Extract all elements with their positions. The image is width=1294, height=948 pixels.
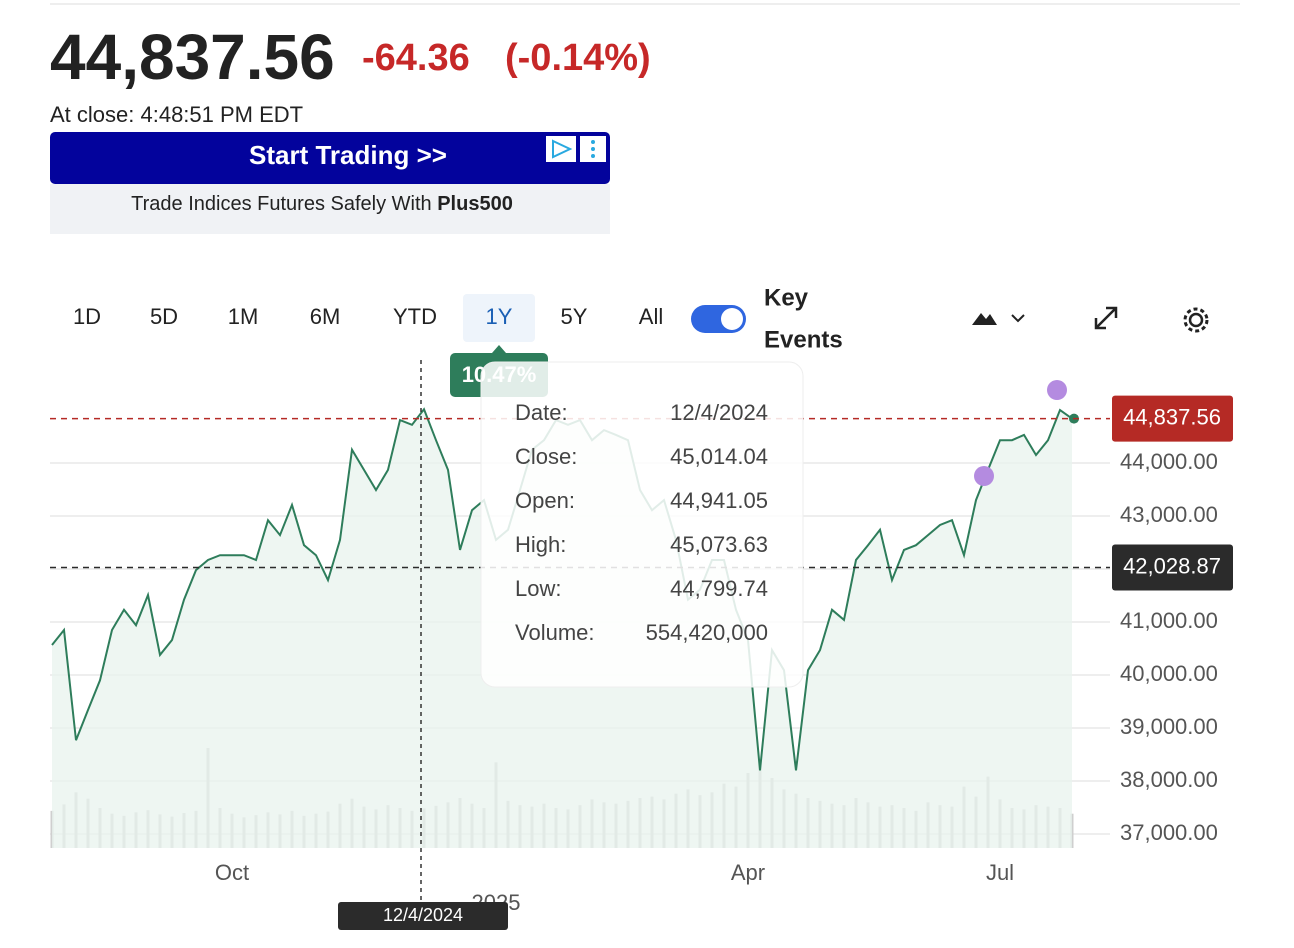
key-event-marker[interactable] xyxy=(1047,380,1067,400)
price: 44,837.56 xyxy=(50,21,335,93)
range-button[interactable]: 5D xyxy=(150,304,178,329)
range-button[interactable]: 1M xyxy=(228,304,259,329)
current-price-tag xyxy=(1112,395,1233,442)
range-button[interactable]: 6M xyxy=(310,304,341,329)
range-button[interactable]: All xyxy=(639,304,663,329)
close-time: At close: 4:48:51 PM EDT xyxy=(50,102,303,127)
y-tick-label: 40,000.00 xyxy=(1120,661,1218,686)
range-button[interactable]: YTD xyxy=(393,304,437,329)
y-tick-label: 38,000.00 xyxy=(1120,767,1218,792)
ad-menu-dot xyxy=(591,140,595,144)
change: -64.36 xyxy=(362,37,470,79)
tooltip-value: 44,941.05 xyxy=(670,488,768,513)
settings-gear xyxy=(1183,307,1209,333)
ad-text: Trade Indices Futures Safely With Plus50… xyxy=(131,193,513,215)
range-active-bg xyxy=(463,294,535,342)
ad-menu-dot xyxy=(591,147,595,151)
tooltip-label: High: xyxy=(515,532,566,557)
tooltip-label: Date: xyxy=(515,400,568,425)
tooltip-box xyxy=(480,361,804,688)
y-tick-label: 39,000.00 xyxy=(1120,714,1218,739)
range-button[interactable]: 5Y xyxy=(561,304,588,329)
ad[interactable]: Start Trading >> Trade Indices Futures S… xyxy=(50,132,610,234)
tooltip: Date: 12/4/2024 Close: 45,014.04 Open: 44,941… xyxy=(480,361,804,688)
change-pct: (-0.14%) xyxy=(505,37,651,79)
expand-icon[interactable] xyxy=(1094,306,1118,330)
crosshair-price-tag xyxy=(1112,544,1233,591)
ad-text-main: Trade Indices Futures Safely With xyxy=(131,193,437,215)
y-tick-label: 37,000.00 xyxy=(1120,820,1218,845)
ad-choice-glyph xyxy=(552,139,573,159)
ad-banner[interactable] xyxy=(50,132,610,184)
toggle-knob xyxy=(721,308,743,330)
tooltip-label: Open: xyxy=(515,488,575,513)
chart-type-chevron[interactable] xyxy=(1011,314,1025,323)
key-events-label: Key xyxy=(764,284,809,311)
ad-body xyxy=(50,184,610,234)
x-tick-label: Apr xyxy=(731,860,765,885)
ad-headline[interactable]: Start Trading >> xyxy=(249,140,447,170)
crosshair-price-label: 42,028.87 xyxy=(1123,553,1221,578)
range-button[interactable]: 1D xyxy=(73,304,101,329)
tooltip-value: 44,799.74 xyxy=(670,576,768,601)
chart-type-icon[interactable] xyxy=(972,313,997,325)
settings-icon[interactable] xyxy=(1188,312,1204,328)
tooltip-value: 45,014.04 xyxy=(670,444,768,469)
key-event-marker[interactable] xyxy=(974,466,994,486)
badge-pointer xyxy=(492,345,506,353)
y-tick-label: 43,000.00 xyxy=(1120,502,1218,527)
key-events-label: Events xyxy=(764,326,843,353)
y-tick-label: 44,000.00 xyxy=(1120,449,1218,474)
crosshair-date: 12/4/2024 xyxy=(383,905,463,925)
crosshair-date-box xyxy=(338,902,508,930)
tooltip-value: 554,420,000 xyxy=(646,620,768,645)
y-tick-label: 41,000.00 xyxy=(1120,608,1218,633)
current-price-label: 44,837.56 xyxy=(1123,404,1221,429)
x-tick-label: Jul xyxy=(986,860,1014,885)
x-tick-label: Oct xyxy=(215,860,249,885)
tooltip-label: Volume: xyxy=(515,620,595,645)
tooltip-value: 45,073.63 xyxy=(670,532,768,557)
tooltip-label: Low: xyxy=(515,576,561,601)
ad-brand: Plus500 xyxy=(437,193,513,215)
tooltip-value: 12/4/2024 xyxy=(670,400,768,425)
tooltip-label: Close: xyxy=(515,444,577,469)
range-button[interactable]: 1Y xyxy=(486,304,513,329)
toolbar: 1D 5D 1M 6M YTD 1Y 5Y All xyxy=(73,294,663,342)
ad-menu-dot xyxy=(591,154,595,158)
